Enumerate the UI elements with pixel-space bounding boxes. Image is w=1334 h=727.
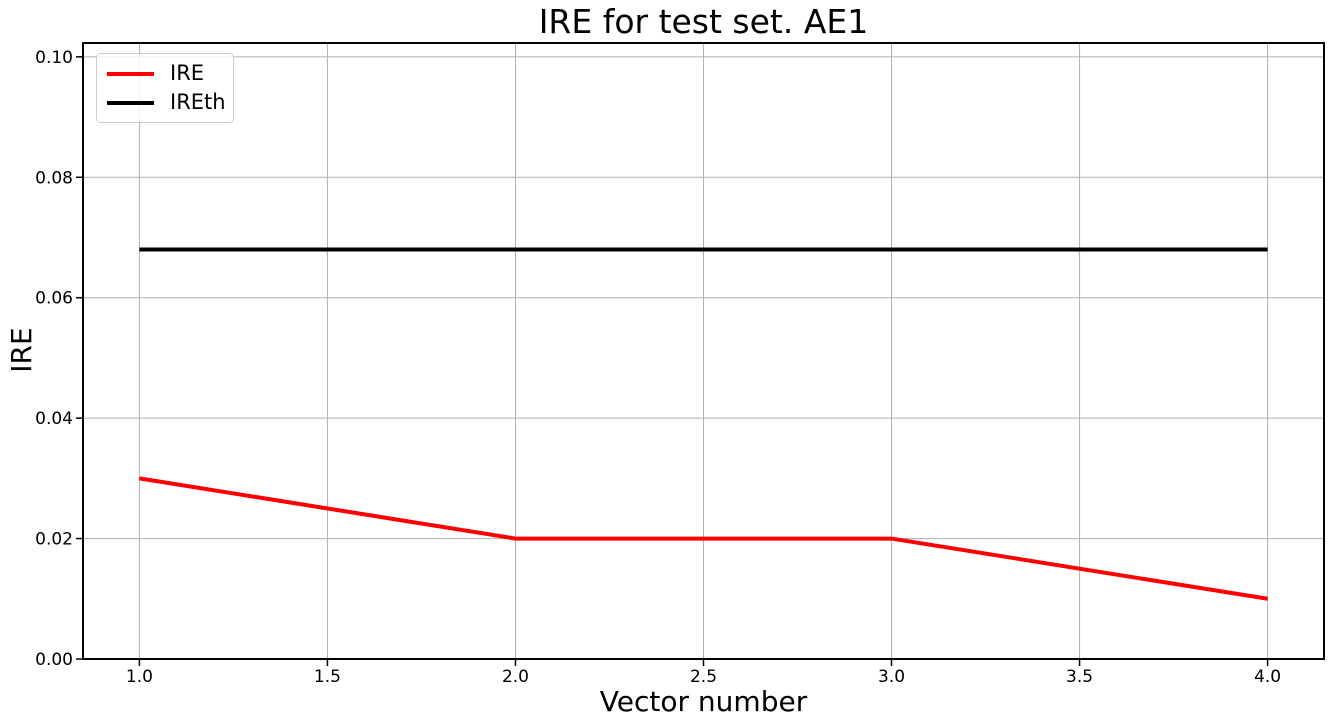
chart-title: IRE for test set. AE1 [538, 2, 869, 41]
x-tick-label: 1.5 [314, 667, 341, 687]
y-tick-label: 0.00 [35, 650, 73, 670]
legend-label-ireth: IREth [170, 90, 226, 114]
x-tick-label: 3.0 [878, 667, 905, 687]
legend-item-ire: IRE [107, 60, 223, 88]
x-tick-label: 2.5 [690, 667, 717, 687]
y-axis-label: IRE [5, 327, 38, 373]
y-tick-label: 0.10 [35, 48, 73, 68]
x-tick-label: 4.0 [1254, 667, 1281, 687]
x-tick-label: 3.5 [1066, 667, 1093, 687]
plot-spines [82, 42, 1325, 660]
x-tick-label: 2.0 [502, 667, 529, 687]
x-tick-label: 1.0 [126, 667, 153, 687]
legend-label-ire: IRE [170, 61, 205, 85]
legend: IRE IREth [96, 53, 234, 123]
ire-line-swatch [107, 71, 154, 76]
series-line-ire [139, 476, 1268, 601]
x-axis-label: Vector number [599, 685, 808, 718]
y-tick-label: 0.02 [35, 530, 73, 550]
y-tick-label: 0.08 [35, 168, 73, 188]
ireth-line-swatch [107, 100, 154, 105]
y-tick-label: 0.06 [35, 289, 73, 309]
y-tick-label: 0.04 [35, 409, 73, 429]
legend-item-ireth: IREth [107, 89, 226, 117]
